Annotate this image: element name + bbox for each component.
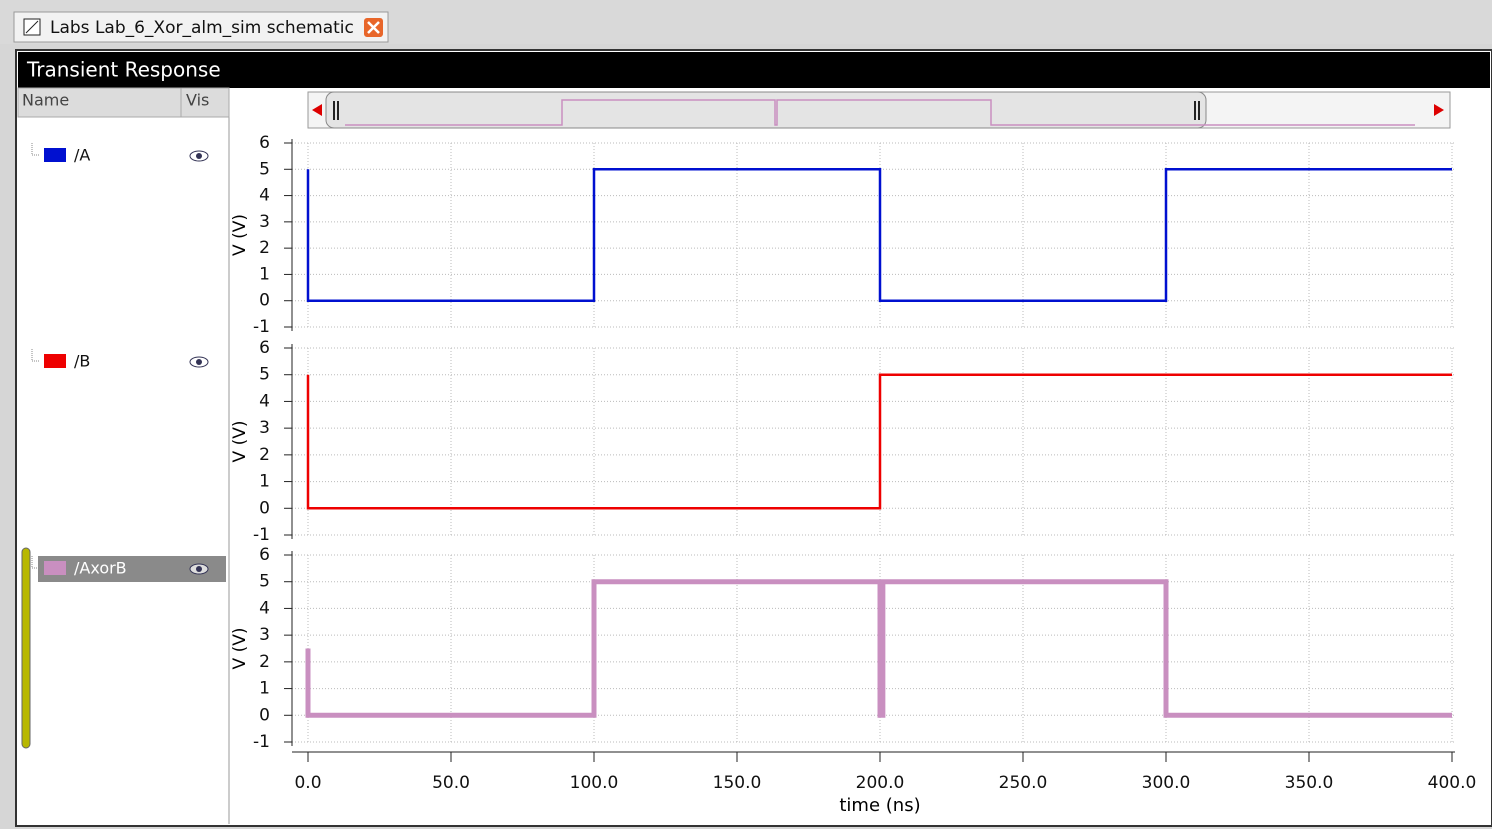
tab-close-x <box>367 21 380 34</box>
plot-area <box>292 139 1455 331</box>
visibility-pupil <box>196 359 202 365</box>
visibility-pupil <box>196 153 202 159</box>
y-tick-label: 6 <box>259 338 270 358</box>
legend-label[interactable]: /B <box>74 352 90 371</box>
y-tick-label: 2 <box>259 652 270 672</box>
x-tick-label: 300.0 <box>1142 773 1191 793</box>
y-tick-label: 3 <box>259 212 270 232</box>
y-tick-label: -1 <box>253 732 270 752</box>
y-tick-label: 5 <box>259 159 270 179</box>
scroll-thumb[interactable] <box>325 91 1207 129</box>
y-tick-label: -1 <box>253 317 270 337</box>
header-name[interactable]: Name <box>22 91 69 110</box>
tab-icon-stroke <box>25 20 39 34</box>
y-tick-label: 4 <box>259 186 270 206</box>
tree-connector <box>31 143 40 156</box>
x-tick-label: 400.0 <box>1428 773 1477 793</box>
tab[interactable] <box>13 11 389 43</box>
waveform <box>305 579 1452 718</box>
window-title-bar <box>18 52 1490 88</box>
y-tick-label: 5 <box>259 572 270 592</box>
tree-connector <box>31 556 40 569</box>
legend-label[interactable]: /A <box>74 146 90 165</box>
waveform <box>306 168 1452 302</box>
y-tick-label: 4 <box>259 391 270 411</box>
visibility-pupil <box>196 566 202 572</box>
y-axis-label: V (V) <box>230 421 250 463</box>
tab-title: Labs Lab_6_Xor_alm_sim schematic <box>50 18 354 38</box>
y-tick-label: -1 <box>253 525 270 545</box>
signal-panel <box>18 88 229 824</box>
scroll-handles <box>333 101 1200 120</box>
y-tick-label: 3 <box>259 625 270 645</box>
x-tick-label: 350.0 <box>1285 773 1334 793</box>
overview-trace <box>345 99 1415 126</box>
y-tick-label: 3 <box>259 418 270 438</box>
y-tick-label: 0 <box>259 291 270 311</box>
y-axis-label: V (V) <box>230 214 250 256</box>
y-tick-label: 5 <box>259 365 270 385</box>
header-vis[interactable]: Vis <box>186 91 209 110</box>
y-tick-label: 4 <box>259 598 270 618</box>
y-tick-label: 6 <box>259 545 270 565</box>
y-tick-label: 6 <box>259 133 270 153</box>
x-tick-label: 250.0 <box>999 773 1048 793</box>
y-tick-label: 2 <box>259 238 270 258</box>
y-tick-label: 0 <box>259 705 270 725</box>
y-tick-label: 2 <box>259 445 270 465</box>
waveform <box>306 373 1452 510</box>
x-tick-label: 50.0 <box>432 773 470 793</box>
x-tick-label: 150.0 <box>713 773 762 793</box>
x-tick-label: 200.0 <box>856 773 905 793</box>
y-tick-label: 1 <box>259 264 270 284</box>
legend-swatch <box>44 148 66 162</box>
legend-label[interactable]: /AxorB <box>74 559 127 578</box>
legend-swatch <box>44 354 66 368</box>
window-title: Transient Response <box>26 58 221 82</box>
plot-area <box>292 344 1455 539</box>
tree-connector <box>31 349 40 362</box>
y-axis-label: V (V) <box>230 628 250 670</box>
x-tick-label: 100.0 <box>570 773 619 793</box>
x-axis-label: time (ns) <box>839 795 920 816</box>
x-tick-label: 0.0 <box>294 773 321 793</box>
y-tick-label: 0 <box>259 498 270 518</box>
group-bar <box>21 547 31 749</box>
panel-header <box>17 87 230 118</box>
legend-swatch <box>44 561 66 575</box>
y-tick-label: 1 <box>259 679 270 699</box>
y-tick-label: 1 <box>259 472 270 492</box>
